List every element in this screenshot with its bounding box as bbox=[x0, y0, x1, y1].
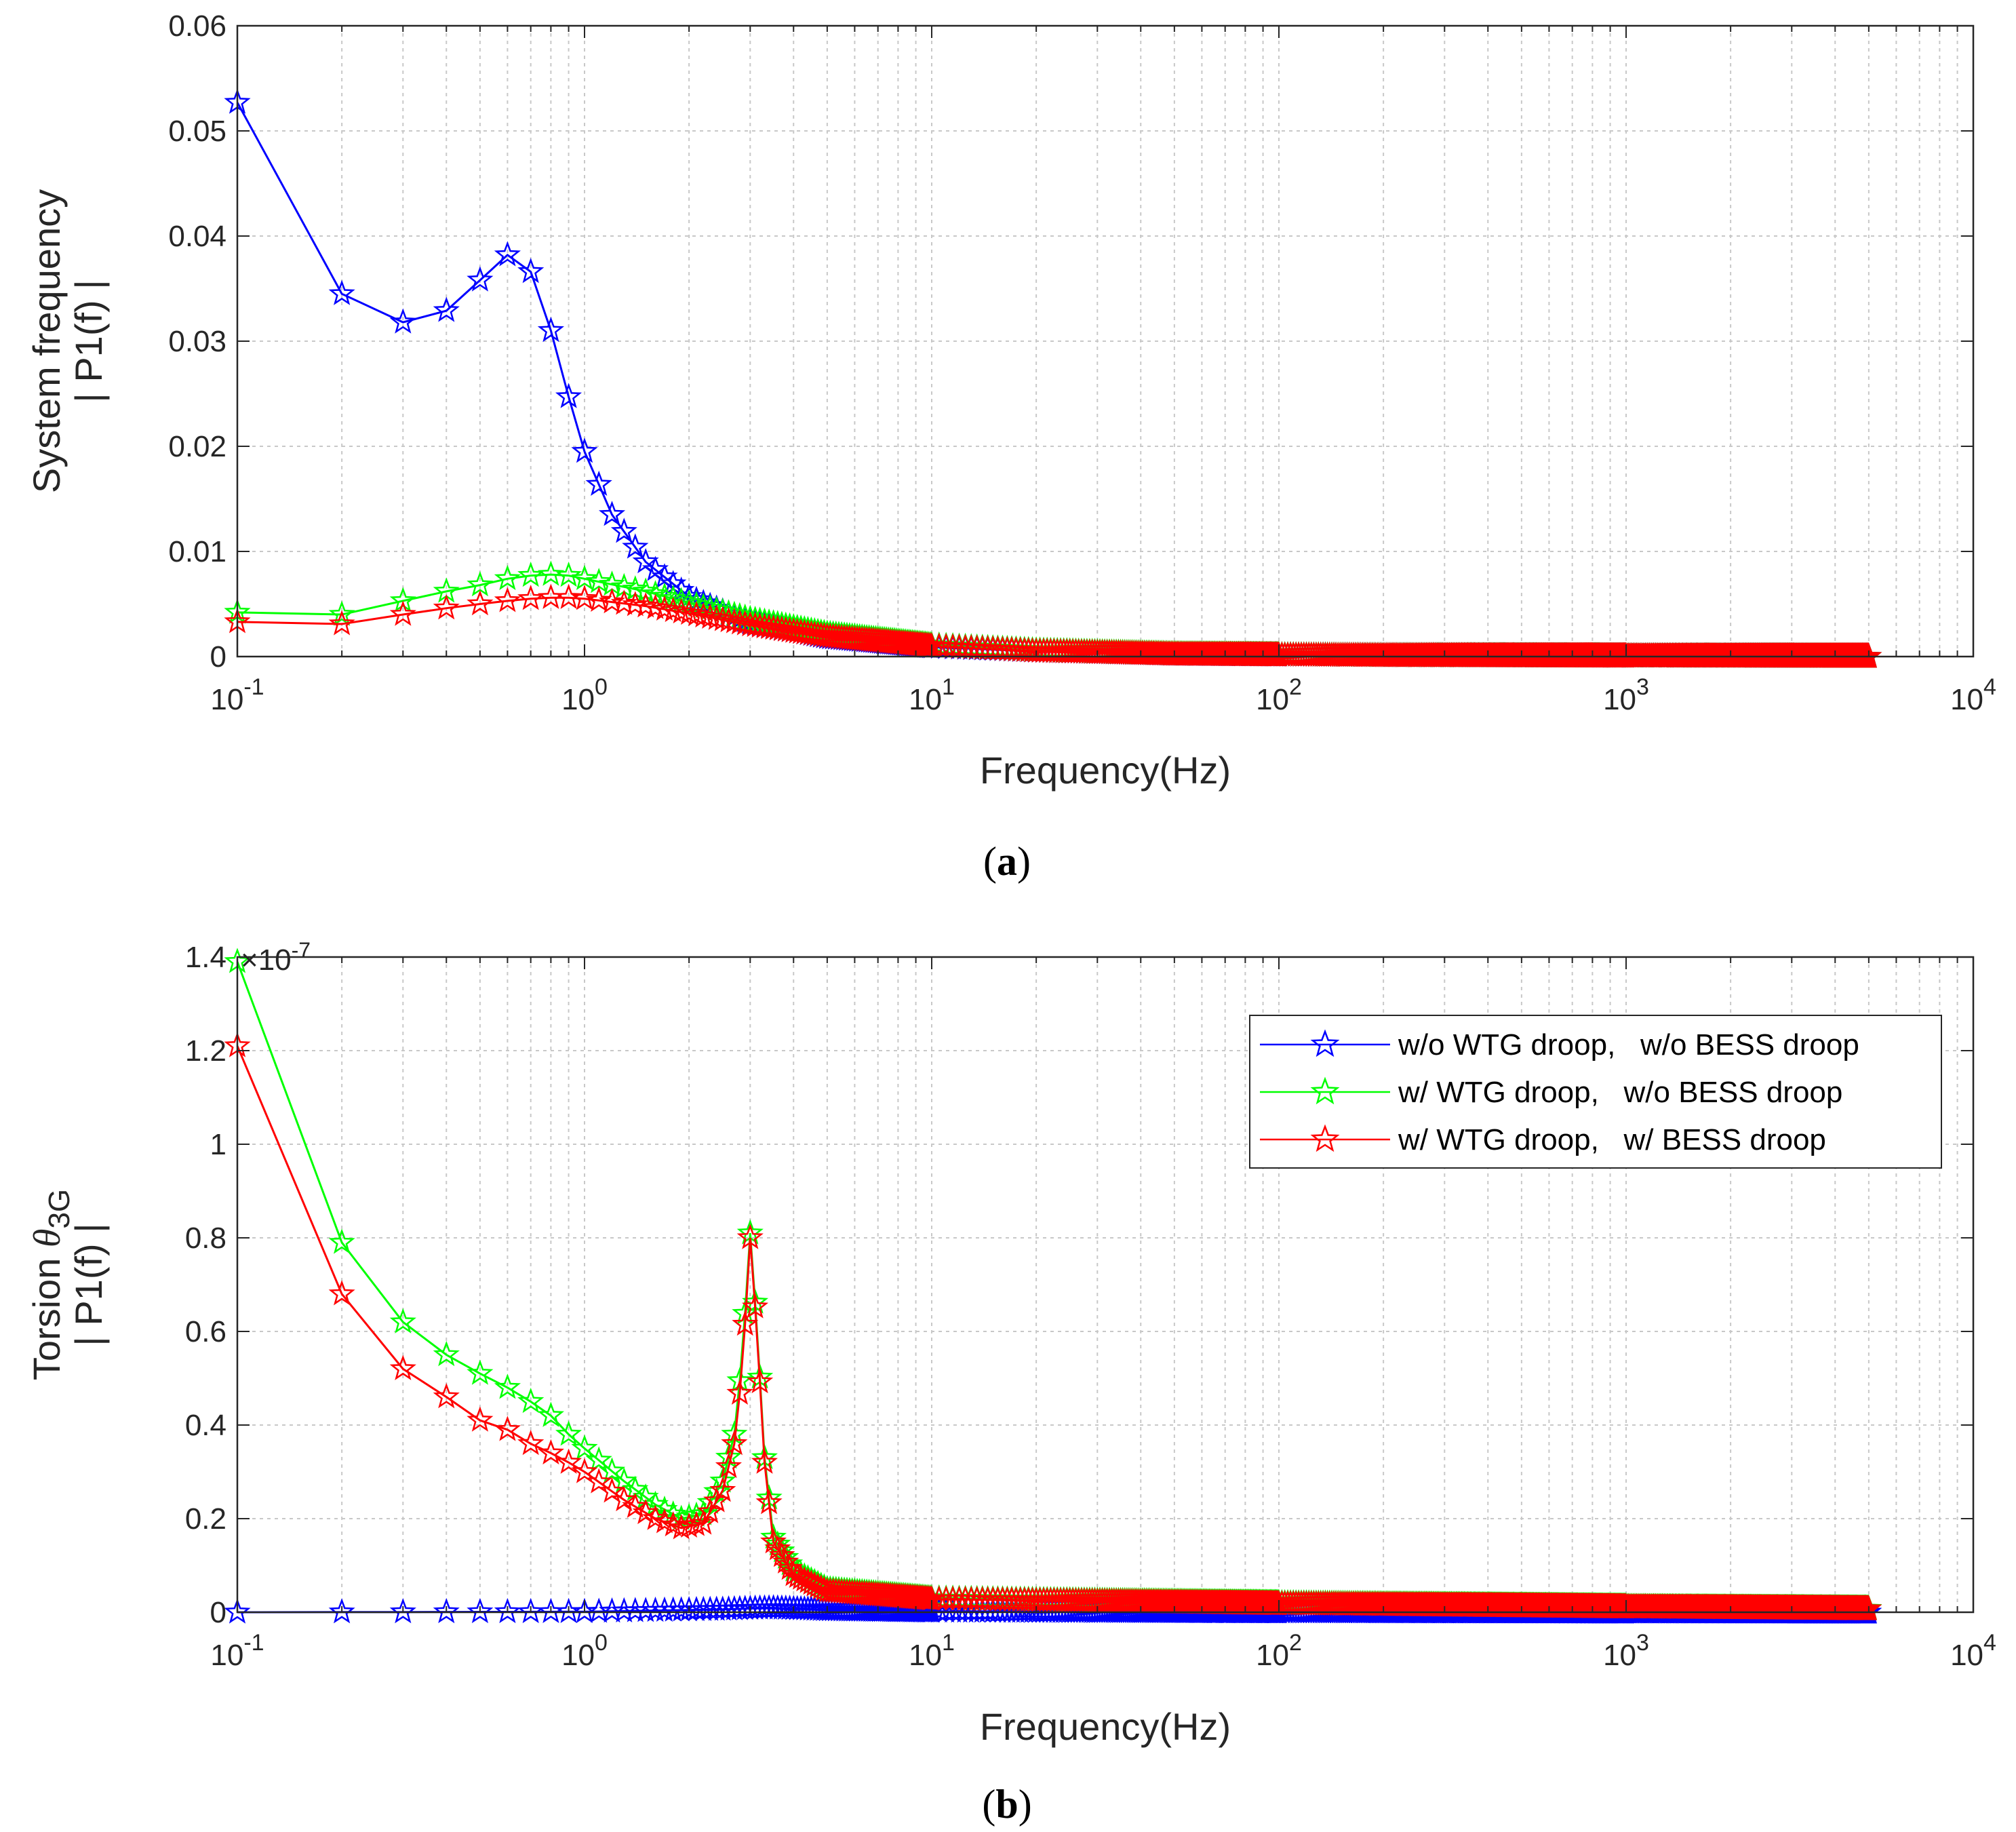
x-tick-label: 101 bbox=[909, 1630, 955, 1672]
panel-a-ylabel-line2: | P1(f) | bbox=[67, 279, 110, 403]
panel-b-ylabel-line1: Torsion θ3G bbox=[25, 1189, 76, 1380]
y-tick-label: 0.04 bbox=[168, 220, 226, 253]
y-tick-label: 0.4 bbox=[185, 1409, 226, 1442]
y-tick-label: 1.2 bbox=[185, 1034, 226, 1068]
y-tick-label: 1.4 bbox=[185, 941, 226, 974]
panel-b-ylabel-line2: | P1(f) | bbox=[67, 1223, 110, 1346]
y-tick-label: 1 bbox=[210, 1128, 226, 1161]
panel-b-ticks: 10-1 100 101 102 103 104 0 0.2 0.4 0.6 0.8 1 1.2 1.4 bbox=[185, 941, 1996, 1672]
x-tick-label: 103 bbox=[1603, 674, 1649, 716]
panel-b-grid bbox=[237, 957, 1973, 1612]
x-tick-label: 102 bbox=[1256, 1630, 1302, 1672]
y-tick-label: 0.02 bbox=[168, 430, 226, 463]
panel-b-axes-box bbox=[236, 956, 1975, 1614]
y-tick-label: 0.8 bbox=[185, 1222, 226, 1255]
panel-a-grid bbox=[237, 26, 1973, 657]
panel-b-caption: (b) bbox=[982, 1782, 1031, 1827]
panel-b-xlabel: Frequency(Hz) bbox=[980, 1705, 1231, 1748]
x-tick-label: 103 bbox=[1603, 1630, 1649, 1672]
y-tick-label: 0.06 bbox=[168, 9, 226, 43]
x-tick-label: 10-1 bbox=[210, 674, 264, 716]
series-line bbox=[236, 102, 1869, 658]
series-markers bbox=[224, 88, 1882, 668]
legend-label-red: w/ WTG droop, w/ BESS droop bbox=[1398, 1123, 1826, 1156]
series-markers bbox=[224, 583, 1882, 668]
panel-a-caption: (a) bbox=[983, 839, 1031, 884]
panel-a-xlabel: Frequency(Hz) bbox=[980, 749, 1231, 792]
legend-entry-green: w/ WTG droop, w/o BESS droop bbox=[1260, 1076, 1842, 1109]
legend-entry-red: w/ WTG droop, w/ BESS droop bbox=[1260, 1123, 1826, 1156]
legend: w/o WTG droop, w/o BESS droop w/ WTG dro… bbox=[1249, 1015, 1942, 1169]
x-tick-label: 100 bbox=[561, 674, 608, 716]
legend-star-icon-green bbox=[1310, 1076, 1340, 1105]
legend-entry-blue: w/o WTG droop, w/o BESS droop bbox=[1260, 1028, 1859, 1061]
panel-a-series bbox=[224, 88, 1882, 668]
panel-b-y-exponent: ×10-7 bbox=[241, 938, 311, 977]
x-tick-label: 100 bbox=[561, 1630, 608, 1672]
series-2 bbox=[224, 583, 1882, 668]
x-tick-label: 104 bbox=[1950, 674, 1996, 716]
x-tick-label: 104 bbox=[1950, 1630, 1996, 1672]
legend-star-icon-blue bbox=[1310, 1029, 1340, 1057]
panel-a-ticks: 10-1 100 101 102 103 104 0 0.01 0.02 0.03 0.04 0.05… bbox=[168, 9, 1996, 716]
y-tick-label: 0.01 bbox=[168, 535, 226, 568]
y-tick-label: 0.6 bbox=[185, 1315, 226, 1348]
y-tick-label: 0.05 bbox=[168, 115, 226, 148]
y-tick-label: 0 bbox=[210, 1596, 226, 1629]
legend-label-blue: w/o WTG droop, w/o BESS droop bbox=[1398, 1028, 1859, 1061]
legend-label-green: w/ WTG droop, w/o BESS droop bbox=[1398, 1076, 1842, 1109]
legend-star-icon-red bbox=[1310, 1124, 1340, 1152]
panel-a-ylabel-line1: System frequency bbox=[25, 189, 68, 493]
y-tick-label: 0 bbox=[210, 640, 226, 674]
y-tick-label: 0.2 bbox=[185, 1502, 226, 1536]
series-0 bbox=[224, 88, 1882, 668]
x-tick-label: 102 bbox=[1256, 674, 1302, 716]
x-tick-label: 10-1 bbox=[210, 1630, 264, 1672]
panel-b: 10-1 100 101 102 103 10400.20.40.60.811.21.4 … bbox=[25, 938, 1996, 1827]
x-tick-label: 101 bbox=[909, 674, 955, 716]
y-tick-label: 0.03 bbox=[168, 325, 226, 358]
panel-a: 10-1 100 101 102 103 104 0 0.01 0.02 0.03 0.04 0.05… bbox=[25, 9, 1996, 884]
